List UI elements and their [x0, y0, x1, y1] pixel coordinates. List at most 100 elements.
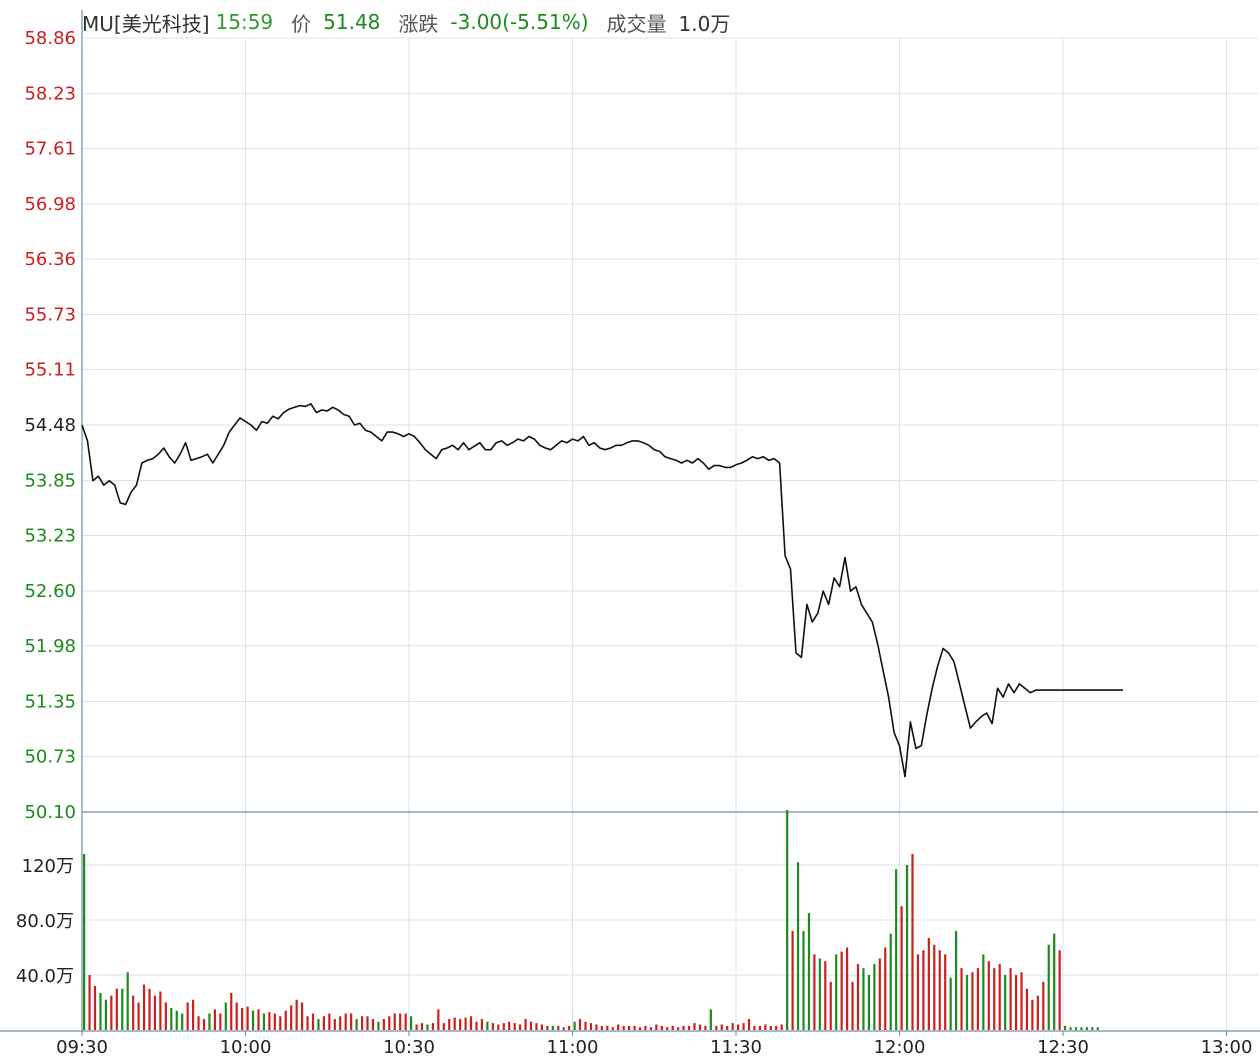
volume-bar [758, 1025, 761, 1030]
volume-bar [867, 975, 870, 1030]
volume-bar [960, 968, 963, 1030]
volume-bar [246, 1006, 249, 1030]
volume-bar [938, 950, 941, 1030]
volume-bar [360, 1016, 364, 1030]
volume-bar [731, 1023, 734, 1030]
volume-bar [584, 1021, 587, 1030]
volume-bar [573, 1021, 576, 1030]
volume-bar [366, 1016, 369, 1030]
volume-bar [998, 964, 1001, 1030]
volume-bar [873, 964, 876, 1030]
volume-bar [126, 972, 129, 1030]
volume-bar [415, 1024, 418, 1030]
volume-bar [115, 988, 118, 1030]
volume-bar [1031, 999, 1034, 1030]
price-tick-label: 50.73 [24, 746, 76, 767]
volume-bar [88, 975, 91, 1030]
volume-bar [175, 1010, 178, 1030]
volume-bar [1020, 972, 1023, 1030]
volume-bar [982, 954, 985, 1030]
volume-bar [442, 1023, 445, 1030]
price-tick-label: 50.10 [24, 802, 76, 823]
volume-bar [399, 1013, 402, 1030]
price-tick-label: 53.85 [24, 471, 76, 492]
volume-bar [949, 977, 952, 1030]
change-value: -3.00(-5.51%) [450, 10, 589, 34]
volume-bar [192, 999, 195, 1030]
volume-bar [241, 1008, 244, 1030]
volume-bar [737, 1024, 740, 1030]
volume-bar [927, 937, 930, 1030]
volume-bar [170, 1008, 173, 1030]
stock-symbol: MU[美光科技] [82, 11, 210, 36]
volume-bar [137, 1002, 140, 1030]
volume-bar [491, 1023, 494, 1030]
volume-bar [835, 954, 838, 1030]
volume-bar [813, 954, 816, 1030]
volume-bar [420, 1023, 424, 1030]
volume-bar [1053, 933, 1056, 1030]
volume-bar [551, 1025, 554, 1030]
volume-bar [524, 1019, 527, 1030]
price-tick-label: 55.73 [24, 305, 76, 326]
volume-bar [322, 1016, 325, 1030]
price-value: 51.48 [323, 10, 381, 34]
volume-bar [1074, 1027, 1078, 1030]
volume-bar [993, 968, 996, 1030]
volume-bar [164, 1002, 167, 1030]
volume-bar [829, 981, 832, 1030]
volume-bar [878, 958, 881, 1030]
price-tick-label: 53.23 [24, 525, 76, 546]
volume-bar [377, 1021, 380, 1030]
volume-bar [502, 1023, 505, 1030]
volume-bar [1091, 1027, 1094, 1030]
volume-bar [1009, 968, 1012, 1030]
volume-bar [132, 995, 135, 1030]
volume-bar [955, 931, 958, 1030]
volume-bar [475, 1021, 478, 1030]
volume-bar [856, 964, 860, 1030]
volume-bar [464, 1017, 467, 1030]
volume-bar [704, 1025, 707, 1030]
volume-bar [807, 913, 811, 1030]
volume-bar [110, 995, 113, 1030]
volume-bar [333, 1019, 336, 1030]
volume-bar [720, 1024, 723, 1030]
volume-bar [469, 1016, 473, 1030]
volume-bar [802, 931, 805, 1030]
volume-bar [600, 1025, 603, 1030]
volume-bar [290, 1005, 293, 1030]
volume-bar [698, 1024, 702, 1030]
volume-bar [824, 961, 827, 1030]
volume-bar [142, 984, 146, 1030]
volume-bar [562, 1027, 565, 1030]
time-tick-label: 10:00 [220, 1037, 272, 1058]
volume-bar [426, 1024, 429, 1030]
volume-bar [1004, 975, 1007, 1030]
volume-bar [382, 1019, 385, 1030]
volume-bar [900, 906, 903, 1030]
volume-bar [606, 1025, 609, 1030]
volume-bar [895, 869, 898, 1030]
volume-bar [693, 1023, 696, 1030]
volume-bar [655, 1024, 658, 1030]
volume-bar [578, 1019, 582, 1030]
volume-bar [306, 1016, 309, 1030]
volume-bar [851, 981, 854, 1030]
volume-bar [540, 1024, 543, 1030]
volume-tick-label: 40.0万 [16, 966, 74, 987]
price-tick-label: 57.61 [24, 138, 76, 159]
price-tick-label: 56.36 [24, 249, 76, 270]
volume-bar [987, 961, 990, 1030]
volume-bar [753, 1025, 756, 1030]
time-tick-label: 13:00 [1201, 1037, 1253, 1058]
volume-bar [431, 1023, 434, 1030]
volume-bar [796, 862, 800, 1030]
volume-bar [682, 1025, 685, 1030]
volume-bar [628, 1025, 631, 1030]
volume-bar [546, 1025, 549, 1030]
volume-bar [1047, 944, 1050, 1030]
volume-bar [230, 992, 233, 1030]
volume-label: 成交量 [606, 11, 667, 36]
volume-bar [279, 1016, 282, 1030]
